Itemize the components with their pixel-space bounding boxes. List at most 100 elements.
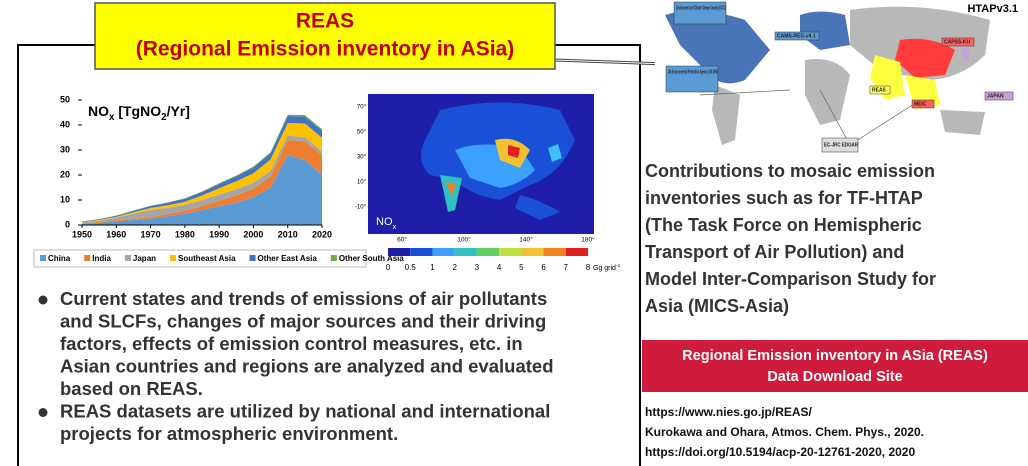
title: REAS (296, 10, 354, 33)
colorbar-cell (432, 248, 455, 256)
contribution-line: Asia (MICS-Asia) (645, 296, 789, 316)
lat-label: 50° (357, 130, 367, 136)
world-map-label: REAS (872, 87, 887, 93)
lat-label: 10° (357, 180, 367, 186)
colorbar-label: 0.5 (405, 263, 417, 272)
colorbar-label: 5 (519, 263, 524, 272)
colorbar-cell (454, 248, 477, 256)
chart-title: NOx [TgNO2/Yr] (88, 103, 190, 123)
legend-swatch (330, 255, 337, 261)
bullet-line: REAS datasets are utilized by national a… (60, 400, 550, 421)
colorbar-cell (388, 248, 411, 256)
x-tick-label: 2010 (278, 229, 298, 239)
x-tick-label: 1990 (209, 229, 229, 239)
reference: https://doi.org/10.5194/acp-20-12761-202… (645, 445, 915, 459)
colorbar-unit-part: -1 (616, 263, 621, 269)
lon-label: 100° (457, 236, 471, 244)
y-tick-label: 0 (65, 219, 70, 229)
colorbar-label: 8 (586, 263, 591, 272)
subtitle: (Regional Emission inventory in ASia) (136, 38, 514, 61)
world-map-label: CAMS-REG-v4.1 (777, 33, 816, 39)
chart-title-part: NO (88, 103, 109, 119)
map-labels: 70° 50° 30° 10° -10° 60° 100° 140° 180° NOx (355, 105, 595, 244)
legend-label: Southeast Asia (178, 254, 236, 263)
x-tick-label: 1970 (141, 229, 161, 239)
contribution-line: (The Task Force on Hemispheric (645, 215, 922, 235)
reference: Kurokawa and Ohara, Atmos. Chem. Phys., … (645, 425, 924, 439)
contribution-line: Model Inter-Comparison Study for (645, 269, 936, 289)
legend-box (33, 249, 367, 268)
contributions: Contributions to mosaic emission inventor… (645, 161, 936, 316)
bullet-line: and SLCFs, changes of major sources and … (60, 310, 546, 331)
map-species-part: NO (376, 216, 393, 228)
colorbar-label: 3 (475, 263, 480, 272)
lon-label: 140° (519, 236, 533, 244)
colorbar-cell (499, 248, 522, 256)
bullet-line: based on REAS. (60, 378, 203, 399)
colorbar-label: 0 (386, 263, 391, 272)
legend-swatch (170, 255, 177, 261)
world-map (655, 0, 1025, 153)
lon-label: 180° (581, 236, 595, 244)
colorbar: 0 0.5 1 2 3 4 5 6 7 8 Gg grid-1 (386, 248, 621, 272)
colorbar-cell (410, 248, 433, 256)
legend-swatch (249, 255, 256, 261)
chart-title-part: x (109, 112, 115, 123)
bullets: Current states and trends of emissions o… (38, 288, 554, 444)
bullet-dot (38, 408, 48, 417)
title-box (94, 2, 556, 70)
world-map-label: JAPAN (987, 93, 1004, 99)
area-series (82, 123, 322, 223)
world-map-label: Environment and Climate Change Canada (E… (676, 5, 726, 11)
lat-label: 70° (357, 105, 367, 111)
chart-title-part: 2 (161, 112, 167, 123)
contribution-line: inventories such as for TF-HTAP (645, 188, 923, 208)
legend-label: India (92, 254, 111, 263)
references: https://www.nies.go.jp/REAS/Kurokawa and… (645, 405, 924, 459)
download-line[interactable]: Regional Emission inventory in ASia (REA… (682, 348, 988, 364)
x-tick-label: 2000 (243, 229, 263, 239)
map-land (421, 102, 575, 220)
legend-swatch (124, 255, 131, 261)
colorbar-cell (476, 248, 500, 256)
legend-swatch (40, 255, 46, 261)
colorbar-label: 1 (430, 263, 435, 272)
colorbar-label: 4 (497, 263, 502, 272)
contribution-line: Transport of Air Pollution) and (645, 242, 904, 262)
map-species-part: x (393, 222, 397, 231)
bullet-line: Current states and trends of emissions o… (60, 288, 547, 309)
contribution-line: Contributions to mosaic emission (645, 161, 935, 181)
area-series (82, 140, 322, 224)
bullet-line: projects for atmospheric environment. (60, 423, 398, 444)
legend-label: Japan (133, 254, 156, 263)
lat-label: -10° (355, 205, 367, 211)
legend-label: Other South Asia (339, 254, 405, 263)
bullet-line: factors, effects of emission control mea… (60, 333, 523, 354)
bullet-dot (38, 295, 48, 305)
download-line[interactable]: Data Download Site (767, 369, 902, 385)
bullet-line: Asian countries and regions are analyzed… (60, 355, 554, 376)
y-tick-label: 40 (60, 119, 70, 129)
download-banner[interactable] (642, 340, 1028, 392)
x-tick-label: 2020 (312, 229, 332, 239)
x-tick-label: 1980 (175, 229, 195, 239)
y-tick-label: 20 (60, 169, 70, 179)
chart-title-part: /Yr] (167, 103, 190, 119)
area-series (82, 155, 322, 225)
chart-title-part: [TgNO (114, 103, 161, 119)
x-tick-label: 1950 (72, 229, 92, 239)
map-species: NOx (376, 216, 397, 231)
legend-label: Other East Asia (258, 254, 318, 263)
y-tick-label: 30 (60, 144, 70, 154)
x-tick-label: 1960 (106, 229, 126, 239)
world-map-title: HTAPv3.1 (967, 3, 1018, 15)
lat-label: 30° (357, 155, 367, 161)
y-tick-label: 50 (60, 94, 70, 104)
colorbar-cell (521, 248, 544, 256)
colorbar-label: 6 (541, 263, 546, 272)
area-chart: 0 10 20 30 40 50 1950 1960 1970 1980 1990 2000 2010 2… (60, 94, 332, 239)
y-tick-label: 10 (60, 194, 70, 204)
colorbar-cell (565, 248, 588, 256)
area-series (82, 135, 322, 224)
